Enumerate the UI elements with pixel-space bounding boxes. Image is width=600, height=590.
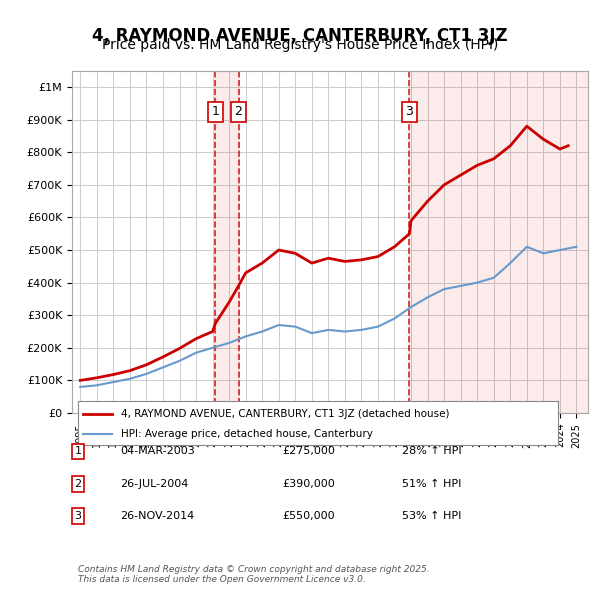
- Text: 26-JUL-2004: 26-JUL-2004: [120, 479, 188, 489]
- Text: 28% ↑ HPI: 28% ↑ HPI: [402, 447, 461, 456]
- Text: 2: 2: [74, 479, 82, 489]
- Bar: [215, 71, 239, 413]
- Text: 4, RAYMOND AVENUE, CANTERBURY, CT1 3JZ: 4, RAYMOND AVENUE, CANTERBURY, CT1 3JZ: [92, 27, 508, 45]
- Text: 04-MAR-2003: 04-MAR-2003: [120, 447, 195, 456]
- Text: £390,000: £390,000: [282, 479, 335, 489]
- Text: HPI: Average price, detached house, Canterbury: HPI: Average price, detached house, Cant…: [121, 428, 373, 438]
- Text: 2: 2: [235, 106, 242, 119]
- Text: Contains HM Land Registry data © Crown copyright and database right 2025.
This d: Contains HM Land Registry data © Crown c…: [78, 565, 430, 584]
- Text: 51% ↑ HPI: 51% ↑ HPI: [402, 479, 461, 489]
- Text: 53% ↑ HPI: 53% ↑ HPI: [402, 512, 461, 521]
- Text: 26-NOV-2014: 26-NOV-2014: [120, 512, 194, 521]
- Text: 1: 1: [211, 106, 220, 119]
- Text: £550,000: £550,000: [282, 512, 335, 521]
- Text: 3: 3: [74, 512, 82, 521]
- Text: £275,000: £275,000: [282, 447, 335, 456]
- Text: 1: 1: [74, 447, 82, 456]
- Bar: [409, 71, 593, 413]
- Text: 3: 3: [406, 106, 413, 119]
- Text: 4, RAYMOND AVENUE, CANTERBURY, CT1 3JZ (detached house): 4, RAYMOND AVENUE, CANTERBURY, CT1 3JZ (…: [121, 409, 450, 418]
- Text: Price paid vs. HM Land Registry's House Price Index (HPI): Price paid vs. HM Land Registry's House …: [102, 38, 498, 53]
